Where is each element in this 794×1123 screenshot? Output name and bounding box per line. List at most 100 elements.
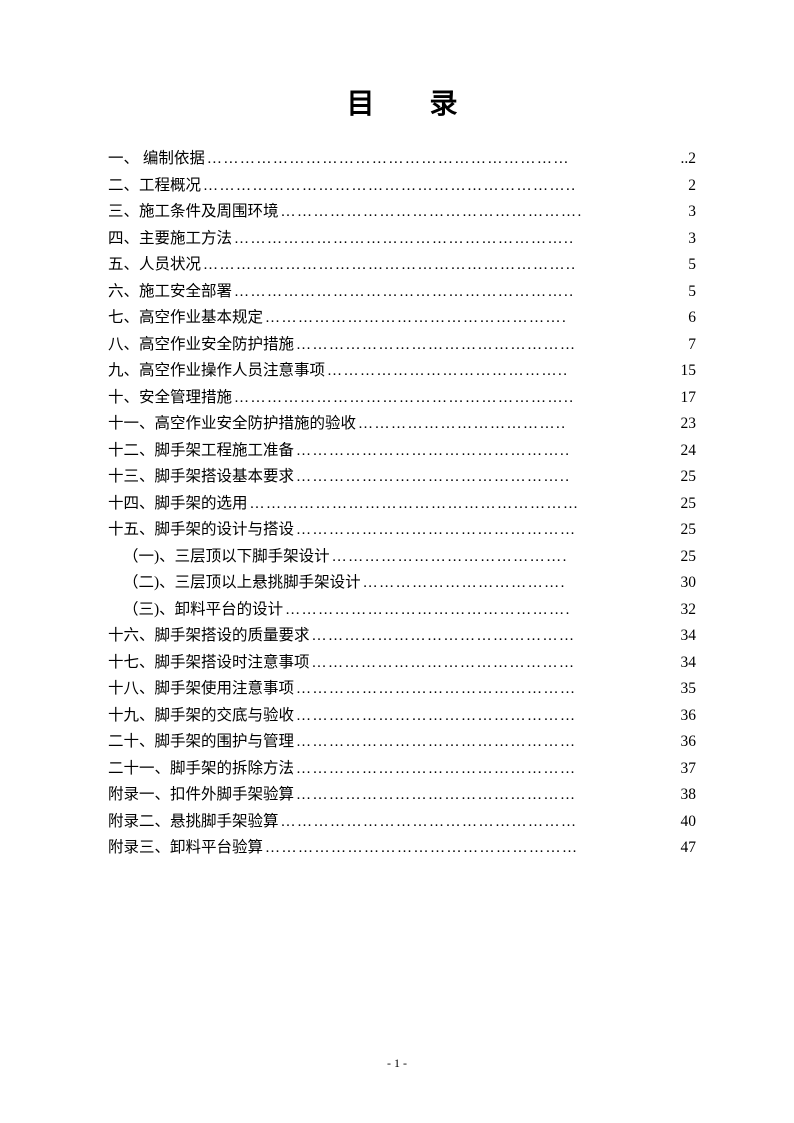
toc-item: 九、高空作业操作人员注意事项……………………………………..15 bbox=[108, 358, 696, 385]
toc-item-leader: …………………………………………… bbox=[294, 729, 680, 756]
toc-item-page: 6 bbox=[688, 305, 696, 332]
toc-item: （二)、三层顶以上悬挑脚手架设计……………………………….30 bbox=[108, 570, 696, 597]
toc-item: （三)、卸料平台的设计…………………………………………….32 bbox=[108, 597, 696, 624]
toc-item-label: （一)、三层顶以下脚手架设计 bbox=[123, 544, 330, 571]
toc-item: 四、主要施工方法……………………………………………………..3 bbox=[108, 226, 696, 253]
toc-item-label: （三)、卸料平台的设计 bbox=[123, 597, 283, 624]
toc-item-leader: …………………………………………… bbox=[294, 517, 680, 544]
toc-item-leader: ………………………………………….. bbox=[294, 464, 680, 491]
toc-item-page: 3 bbox=[688, 199, 696, 226]
toc-item-leader: ………………………………………………. bbox=[263, 305, 688, 332]
toc-item-page: 36 bbox=[681, 729, 697, 756]
toc-item-leader: ………………………………………………. bbox=[279, 199, 689, 226]
toc-item-leader: …………………………………………………….. bbox=[232, 385, 680, 412]
toc-item-label: 一、 编制依据 bbox=[108, 146, 205, 173]
toc-item-leader: …………………………………………………….. bbox=[232, 279, 688, 306]
toc-item-leader: ……………………………………………. bbox=[283, 597, 680, 624]
toc-item-label: 十三、脚手架搭设基本要求 bbox=[108, 464, 294, 491]
toc-item-page: 34 bbox=[681, 650, 697, 677]
toc-item: 三、施工条件及周围环境……………………………………………….3 bbox=[108, 199, 696, 226]
toc-item-label: 二十、脚手架的围护与管理 bbox=[108, 729, 294, 756]
toc-item-page: 25 bbox=[681, 544, 697, 571]
toc-item-leader: …………………………………………………… bbox=[248, 491, 681, 518]
toc-item-label: 二、工程概况 bbox=[108, 173, 201, 200]
toc-item: 二、工程概况…………………………………………………………..2 bbox=[108, 173, 696, 200]
toc-item-page: 37 bbox=[681, 756, 697, 783]
toc-item: 一、 编制依据…………………………………………………………..2 bbox=[108, 146, 696, 173]
toc-item: 附录二、悬挑脚手架验算………………………………………………40 bbox=[108, 809, 696, 836]
toc-item-page: 32 bbox=[681, 597, 697, 624]
toc-item: 附录三、卸料平台验算…………………………………………………47 bbox=[108, 835, 696, 862]
toc-item-page: 17 bbox=[681, 385, 697, 412]
toc-item-leader: …………………………………………… bbox=[294, 782, 680, 809]
toc-item-label: 附录一、扣件外脚手架验算 bbox=[108, 782, 294, 809]
toc-item-leader: …………………………………………………….. bbox=[232, 226, 688, 253]
toc-item-page: 15 bbox=[681, 358, 697, 385]
toc-item-leader: ………………………………. bbox=[361, 570, 681, 597]
toc-item: 十八、脚手架使用注意事项……………………………………………35 bbox=[108, 676, 696, 703]
toc-item-page: 47 bbox=[681, 835, 697, 862]
toc-item-page: 5 bbox=[688, 279, 696, 306]
toc-item-label: 十八、脚手架使用注意事项 bbox=[108, 676, 294, 703]
toc-item: 二十、脚手架的围护与管理……………………………………………36 bbox=[108, 729, 696, 756]
toc-item-label: 三、施工条件及周围环境 bbox=[108, 199, 279, 226]
toc-item: （一)、三层顶以下脚手架设计…………………………………….25 bbox=[108, 544, 696, 571]
toc-item-page: 5 bbox=[688, 252, 696, 279]
toc-item-leader: ……………………………………. bbox=[330, 544, 681, 571]
toc-item-page: 30 bbox=[681, 570, 697, 597]
toc-item-leader: …………………………………………… bbox=[294, 756, 680, 783]
toc-item-leader: ………………………………………….. bbox=[294, 438, 680, 465]
toc-item: 十二、脚手架工程施工准备…………………………………………..24 bbox=[108, 438, 696, 465]
toc-list: 一、 编制依据…………………………………………………………..2二、工程概况……… bbox=[108, 146, 696, 862]
toc-item-label: 五、人员状况 bbox=[108, 252, 201, 279]
toc-item-label: （二)、三层顶以上悬挑脚手架设计 bbox=[123, 570, 361, 597]
toc-item-leader: ………………………………………………………….. bbox=[201, 173, 688, 200]
toc-item-page: 24 bbox=[681, 438, 697, 465]
toc-item: 十七、脚手架搭设时注意事项…………………………………………34 bbox=[108, 650, 696, 677]
toc-item-leader: ………………………………………………… bbox=[263, 835, 680, 862]
toc-item-page: 38 bbox=[681, 782, 697, 809]
toc-item-leader: ………………………………………… bbox=[310, 650, 681, 677]
toc-item: 十五、脚手架的设计与搭设……………………………………………25 bbox=[108, 517, 696, 544]
toc-item-page: ..2 bbox=[681, 146, 697, 173]
toc-item-page: 7 bbox=[688, 332, 696, 359]
toc-item-leader: ……………………………….. bbox=[356, 411, 680, 438]
toc-item-label: 十六、脚手架搭设的质量要求 bbox=[108, 623, 310, 650]
toc-item-label: 二十一、脚手架的拆除方法 bbox=[108, 756, 294, 783]
toc-item-page: 25 bbox=[681, 464, 697, 491]
toc-item: 十一、高空作业安全防护措施的验收………………………………..23 bbox=[108, 411, 696, 438]
toc-item-label: 十一、高空作业安全防护措施的验收 bbox=[108, 411, 356, 438]
toc-item-label: 附录二、悬挑脚手架验算 bbox=[108, 809, 279, 836]
toc-item-leader: …………………………………………… bbox=[294, 703, 680, 730]
toc-item-label: 十五、脚手架的设计与搭设 bbox=[108, 517, 294, 544]
toc-item: 七、高空作业基本规定……………………………………………….6 bbox=[108, 305, 696, 332]
toc-item: 十九、脚手架的交底与验收……………………………………………36 bbox=[108, 703, 696, 730]
toc-item: 十四、脚手架的选用……………………………………………………25 bbox=[108, 491, 696, 518]
toc-item-leader: ………………………………………………………….. bbox=[201, 252, 688, 279]
toc-item: 十、安全管理措施……………………………………………………..17 bbox=[108, 385, 696, 412]
toc-item-leader: ………………………………………………………… bbox=[205, 146, 681, 173]
toc-item-page: 25 bbox=[681, 491, 697, 518]
toc-item: 十六、脚手架搭设的质量要求…………………………………………34 bbox=[108, 623, 696, 650]
toc-item: 二十一、脚手架的拆除方法……………………………………………37 bbox=[108, 756, 696, 783]
toc-item-page: 36 bbox=[681, 703, 697, 730]
toc-item-page: 23 bbox=[681, 411, 697, 438]
toc-item-label: 十九、脚手架的交底与验收 bbox=[108, 703, 294, 730]
toc-item-label: 八、高空作业安全防护措施 bbox=[108, 332, 294, 359]
toc-item-label: 四、主要施工方法 bbox=[108, 226, 232, 253]
toc-item: 十三、脚手架搭设基本要求…………………………………………..25 bbox=[108, 464, 696, 491]
toc-item-label: 六、施工安全部署 bbox=[108, 279, 232, 306]
toc-item-leader: …………………………………….. bbox=[325, 358, 680, 385]
toc-item-page: 35 bbox=[681, 676, 697, 703]
toc-item-page: 3 bbox=[688, 226, 696, 253]
toc-item-page: 2 bbox=[688, 173, 696, 200]
page-footer: - 1 - bbox=[0, 1056, 794, 1071]
toc-item-leader: ……………………………………………… bbox=[279, 809, 681, 836]
toc-item-label: 附录三、卸料平台验算 bbox=[108, 835, 263, 862]
toc-item-page: 40 bbox=[681, 809, 697, 836]
toc-item-page: 34 bbox=[681, 623, 697, 650]
toc-item: 六、施工安全部署……………………………………………………..5 bbox=[108, 279, 696, 306]
toc-item-page: 25 bbox=[681, 517, 697, 544]
toc-item-label: 十、安全管理措施 bbox=[108, 385, 232, 412]
toc-item-label: 九、高空作业操作人员注意事项 bbox=[108, 358, 325, 385]
